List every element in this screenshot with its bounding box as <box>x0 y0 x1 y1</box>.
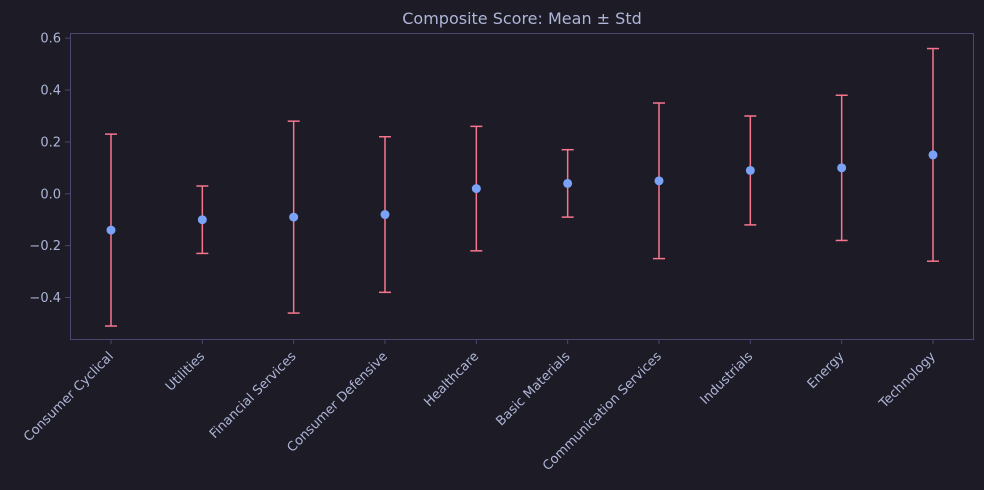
y-tick-label: −0.2 <box>29 239 61 254</box>
mean-marker <box>106 225 116 235</box>
chart-title: Composite Score: Mean ± Std <box>402 9 642 28</box>
y-tick-label: 0.2 <box>40 135 61 150</box>
mean-marker <box>197 215 207 225</box>
mean-marker <box>928 150 938 160</box>
errorbar-point <box>470 125 483 252</box>
x-tick-label: Utilities <box>163 349 208 394</box>
errorbar-point <box>379 135 391 294</box>
x-tick-label: Consumer Defensive <box>285 349 391 455</box>
errorbar-point <box>927 47 939 262</box>
x-tick-label: Consumer Cyclical <box>21 349 117 445</box>
y-tick-label: −0.4 <box>29 291 61 306</box>
errorbar-point <box>561 148 574 218</box>
mean-marker <box>563 178 573 188</box>
mean-marker <box>745 165 755 175</box>
mean-marker <box>380 210 390 220</box>
x-tick-label: Technology <box>876 349 939 412</box>
mean-marker <box>471 184 481 194</box>
x-tick-label: Energy <box>805 349 848 392</box>
y-axis: −0.4 −0.2 0.0 0.2 0.4 0.6 <box>29 32 70 306</box>
mean-marker <box>654 176 664 186</box>
errorbar-point <box>653 102 665 260</box>
mean-marker <box>837 163 847 173</box>
y-tick-label: 0.0 <box>40 187 61 202</box>
series-group <box>105 47 939 327</box>
errorbar-point <box>835 94 848 242</box>
x-tick-label: Financial Services <box>207 349 300 442</box>
x-tick-label: Healthcare <box>421 349 482 410</box>
x-tick-label: Industrials <box>698 349 757 408</box>
errorbar-point <box>196 185 209 255</box>
errorbar-point <box>744 115 757 226</box>
plot-area-frame <box>70 33 974 340</box>
mean-marker <box>289 212 299 222</box>
y-tick-label: 0.6 <box>40 32 61 47</box>
y-tick-label: 0.4 <box>40 84 61 99</box>
errorbar-point <box>105 133 117 327</box>
x-tick-label: Basic Materials <box>493 349 573 429</box>
errorbar-point <box>287 120 300 314</box>
